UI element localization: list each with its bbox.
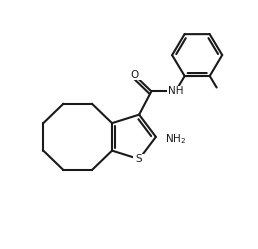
FancyBboxPatch shape bbox=[133, 154, 146, 165]
Text: S: S bbox=[136, 154, 142, 164]
Text: NH$_2$: NH$_2$ bbox=[165, 132, 186, 146]
FancyBboxPatch shape bbox=[128, 69, 141, 80]
Text: NH: NH bbox=[168, 86, 183, 96]
FancyBboxPatch shape bbox=[167, 86, 184, 97]
FancyBboxPatch shape bbox=[162, 134, 188, 145]
Text: O: O bbox=[130, 70, 138, 80]
